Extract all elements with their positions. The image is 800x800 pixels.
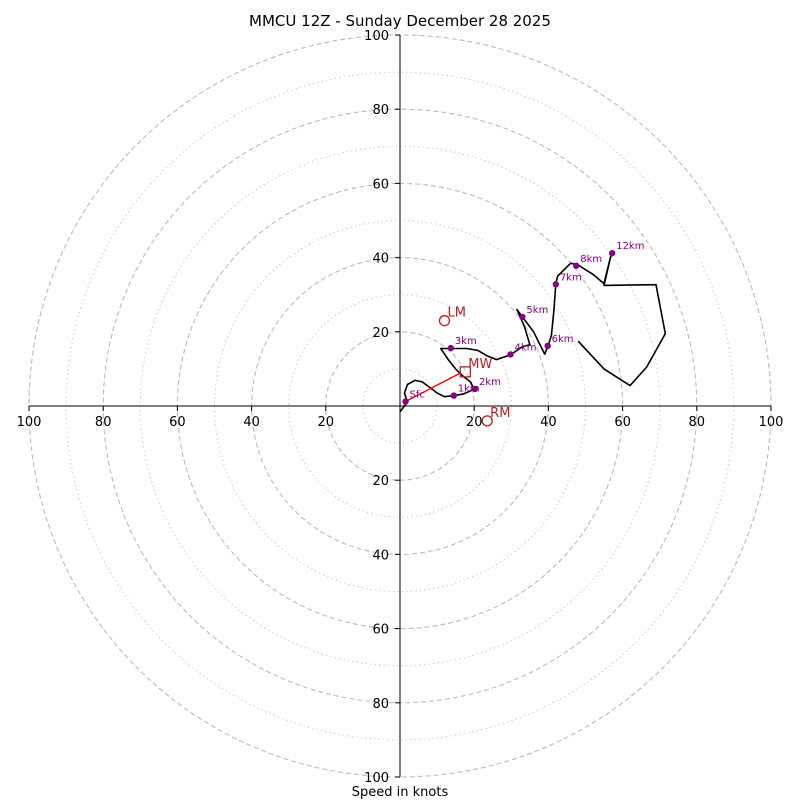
height-label-3km: 3km	[455, 336, 477, 347]
height-point-1km	[450, 392, 457, 399]
shear-vector	[405, 372, 461, 403]
height-label-1km: 1km	[458, 384, 480, 395]
x-tick-label: 80	[689, 415, 706, 430]
shear-vector-layer	[405, 372, 461, 403]
motion-marker-rm	[481, 415, 493, 427]
y-tick-label: 60	[372, 623, 389, 638]
y-tick-label: 40	[372, 252, 389, 267]
height-label-6km: 6km	[552, 334, 574, 345]
y-tick-label: 80	[372, 697, 389, 712]
x-tick-label: 80	[95, 415, 112, 430]
height-label-2km: 2km	[479, 377, 501, 388]
x-tick-label: 20	[466, 415, 483, 430]
height-point-8km	[573, 262, 580, 269]
height-point-12km	[609, 249, 616, 257]
y-tick-label: 20	[372, 326, 389, 341]
x-tick-label: 60	[614, 415, 631, 430]
motion-marker-lm	[438, 315, 451, 327]
height-point-sfc	[402, 398, 409, 405]
x-tick-label: 100	[17, 415, 42, 430]
tick-labels: 100 80 60 40 20 20 40 60 80 100 100 80 60 40 20 20 40 60 8…	[17, 29, 784, 786]
y-tick-label: 60	[372, 177, 389, 192]
x-tick-label: 60	[169, 415, 186, 430]
motion-label-rm: RM	[490, 406, 510, 421]
height-point-7km	[552, 281, 560, 288]
hodograph-trace-layer	[399, 252, 667, 413]
height-point-3km	[447, 344, 455, 352]
x-tick-label: 100	[759, 415, 784, 430]
y-tick-label: 20	[372, 474, 389, 489]
chart-title: MMCU 12Z - Sunday December 28 2025	[249, 12, 551, 30]
y-tick-label: 40	[372, 548, 389, 563]
height-point-2km	[471, 385, 479, 393]
x-axis-label: Speed in knots	[352, 785, 449, 800]
x-tick-label: 40	[540, 415, 557, 430]
motion-label-mw: MW	[468, 357, 492, 372]
height-label-12km: 12km	[616, 241, 644, 252]
height-label-sfc: Sfc	[410, 390, 425, 401]
y-tick-label: 80	[372, 103, 389, 118]
x-tick-label: 20	[318, 415, 335, 430]
motion-marker-mw	[459, 366, 471, 378]
height-label-8km: 8km	[580, 254, 602, 265]
height-label-5km: 5km	[526, 305, 548, 316]
height-label-7km: 7km	[560, 272, 582, 283]
motion-label-lm: LM	[448, 306, 466, 321]
height-label-4km: 4km	[515, 342, 537, 353]
axes	[29, 35, 771, 777]
height-point-5km	[519, 313, 526, 321]
y-tick-label: 100	[364, 29, 389, 44]
hodograph-trace	[399, 252, 667, 413]
height-point-6km	[544, 342, 551, 350]
y-tick-label: 100	[364, 771, 389, 786]
storm-motion-layer: LM MW RM	[438, 306, 510, 427]
height-point-4km	[507, 351, 514, 358]
x-tick-label: 40	[243, 415, 260, 430]
